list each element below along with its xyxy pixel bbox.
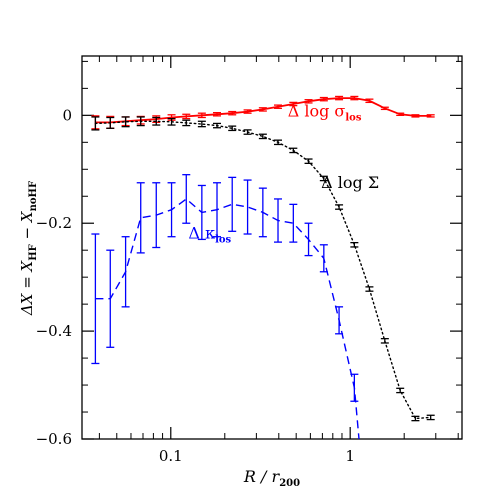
- x-tick-label: 1: [345, 447, 355, 465]
- y-axis-label: ΔX = XHF − XnoHF: [18, 181, 39, 316]
- series-label-1: Δ log Σ: [321, 173, 379, 192]
- series-label-0: Δ log σlos: [288, 101, 362, 123]
- series-label-2: Δ κlos: [188, 223, 231, 245]
- x-axis-label: R / r200: [243, 467, 300, 489]
- plot-frame: [81, 55, 463, 440]
- label-layer: Δ log σlos Δ log Σ Δ κlos: [188, 101, 379, 245]
- y-tick-label: 0: [62, 106, 72, 124]
- series-line-1: [94, 120, 432, 420]
- axis-ticks: 0.1 1 0 −0.2 −0.4 −0.6: [36, 56, 462, 465]
- y-tick-label: −0.2: [36, 214, 72, 232]
- x-tick-label: 0.1: [159, 447, 183, 465]
- y-tick-label: −0.6: [36, 430, 72, 448]
- series-layer: [91, 95, 435, 440]
- y-tick-label: −0.4: [36, 322, 72, 340]
